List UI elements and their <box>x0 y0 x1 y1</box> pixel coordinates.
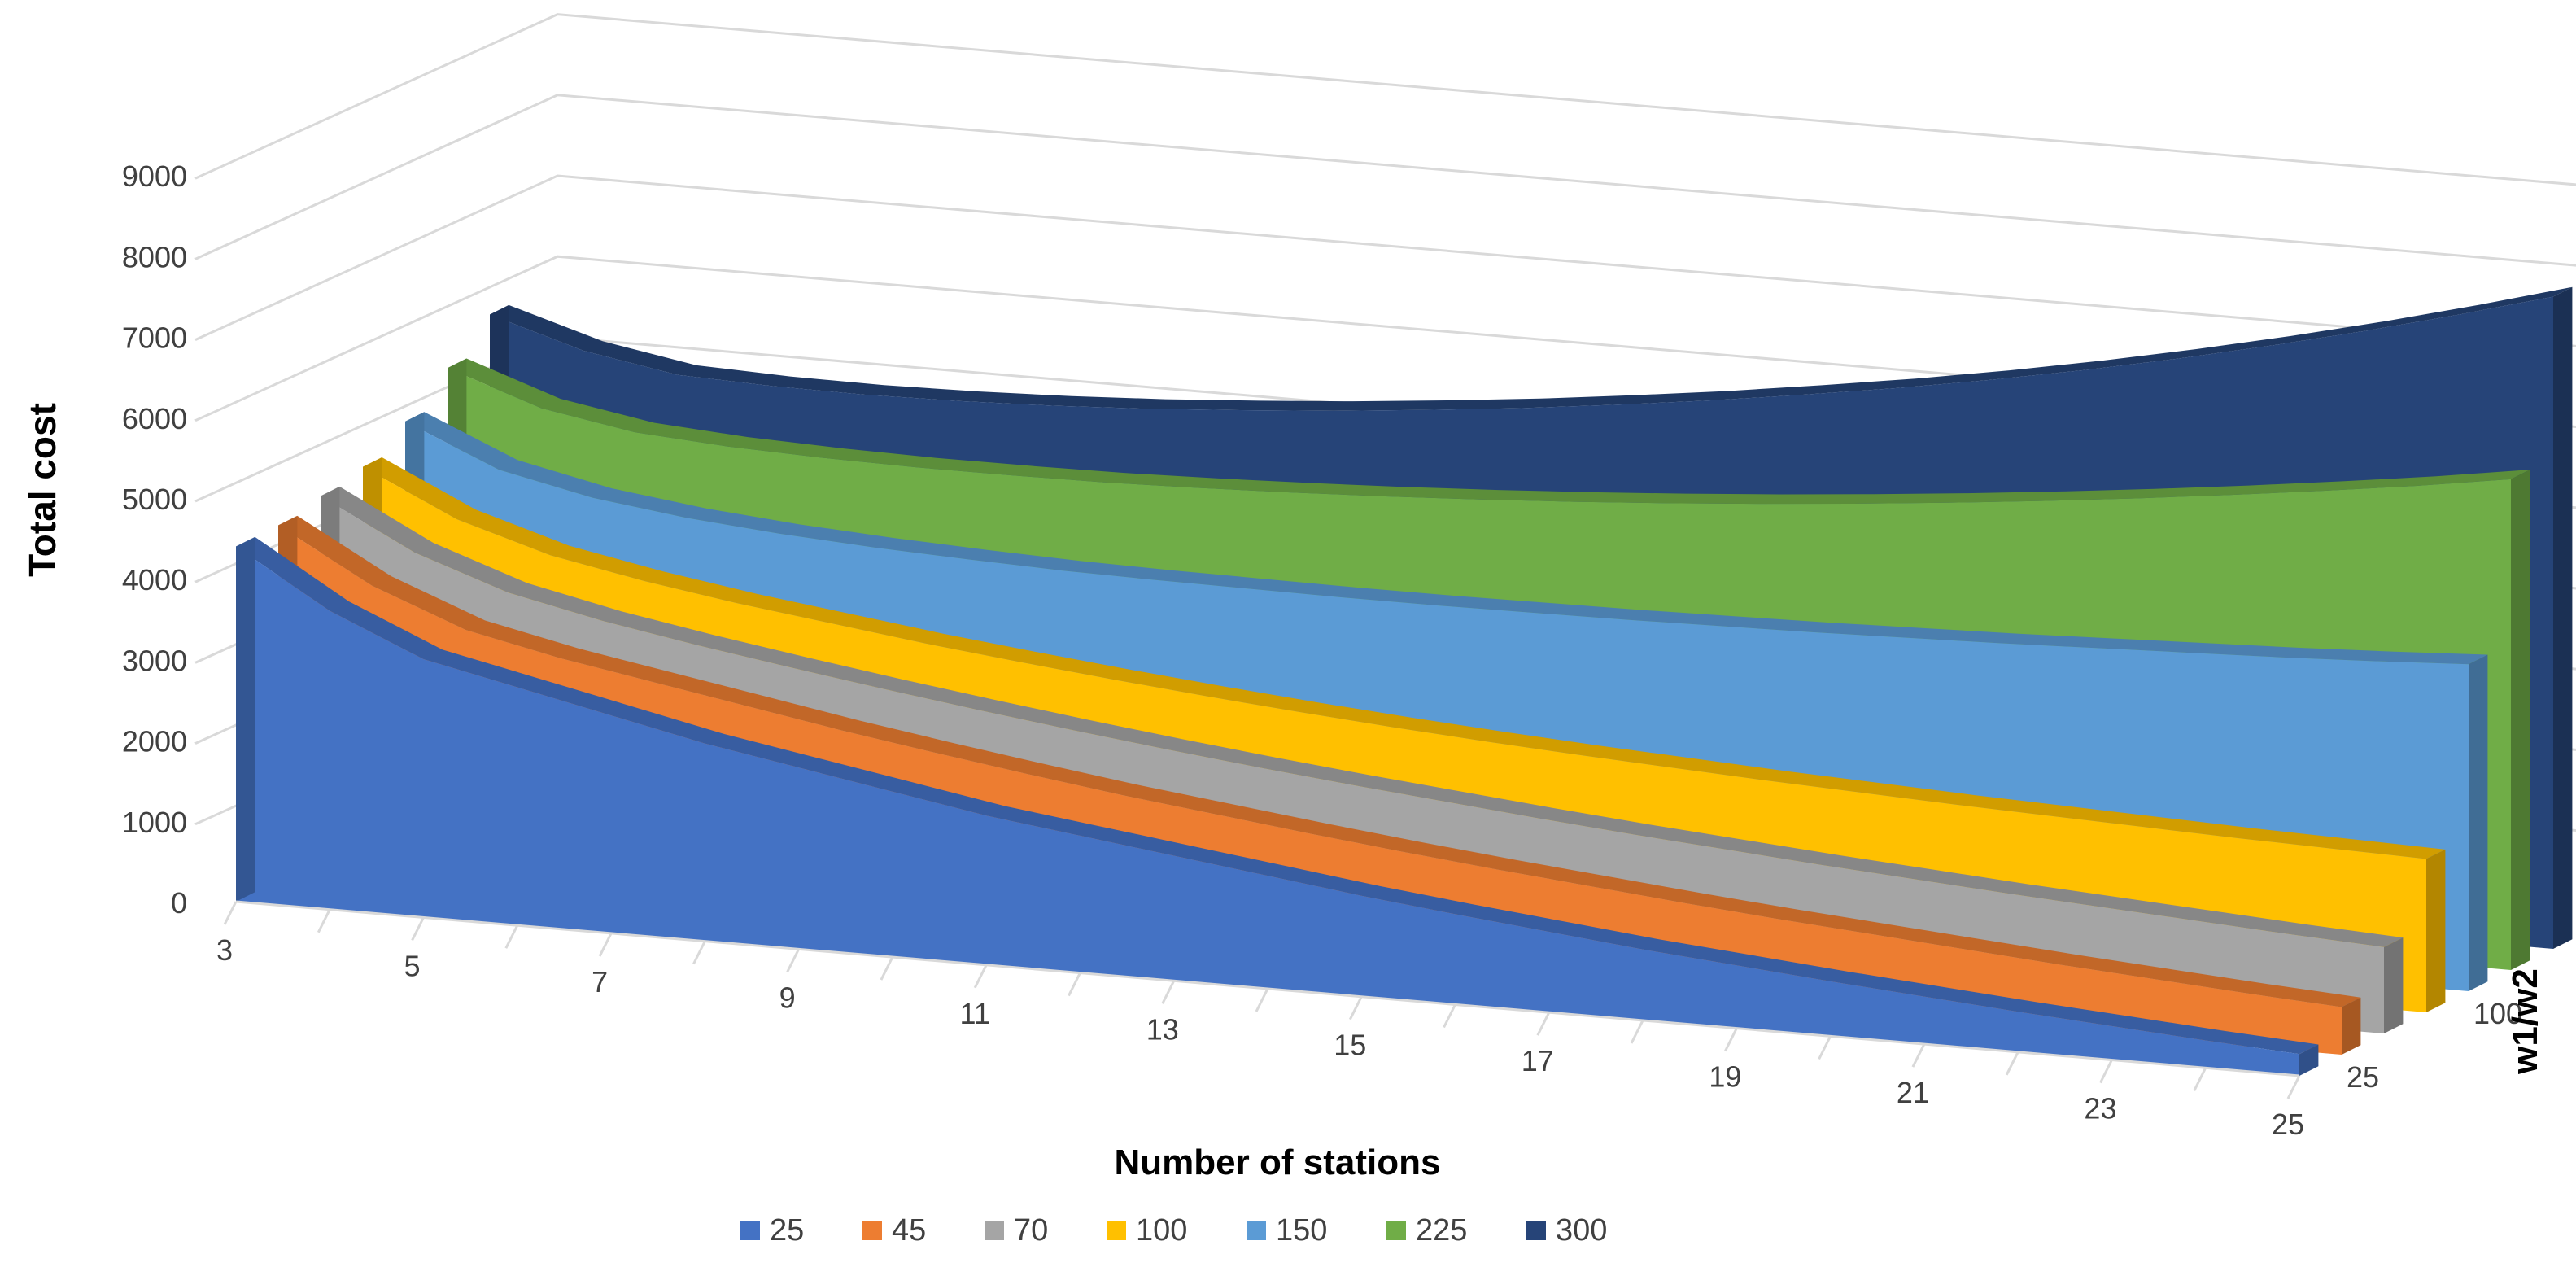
legend-swatch <box>1526 1221 1546 1240</box>
x-axis-title: Number of stations <box>1115 1143 1441 1182</box>
series-25 <box>236 536 2319 1076</box>
x-tick-mark <box>411 916 425 942</box>
x-tick-mark <box>973 964 988 989</box>
depth-tick-label: 25 <box>2347 1060 2379 1094</box>
x-tick-label: 17 <box>1522 1044 1554 1077</box>
depth-tick-label: 100 <box>2473 997 2522 1030</box>
x-tick-label: 9 <box>779 981 796 1014</box>
series-end-cap <box>2342 997 2361 1055</box>
x-tick-mark <box>223 901 238 925</box>
x-tick-label: 21 <box>1897 1076 1929 1109</box>
series-top-surface <box>448 358 2530 505</box>
legend: 25 45 70 100 150 225 300 <box>740 1213 1607 1248</box>
gridline <box>194 255 2576 429</box>
x-tick-mark <box>2193 1067 2207 1091</box>
legend-item: 100 <box>1107 1213 1187 1248</box>
y-tick-label: 6000 <box>122 402 187 435</box>
y-tick-label: 7000 <box>122 321 187 355</box>
gridline <box>194 94 2576 267</box>
x-tick-mark <box>1068 972 1081 997</box>
legend-item: 45 <box>862 1213 926 1248</box>
x-tick-mark <box>1724 1027 1738 1052</box>
x-tick-mark <box>504 924 519 949</box>
legend-label: 300 <box>1556 1213 1607 1248</box>
legend-swatch <box>1107 1221 1126 1240</box>
legend-swatch <box>740 1221 760 1240</box>
y-tick-label: 8000 <box>122 240 187 273</box>
x-tick-label: 7 <box>592 965 608 999</box>
x-tick-label: 25 <box>2272 1108 2304 1141</box>
x-tick-label: 5 <box>404 949 421 982</box>
y-tick-label: 0 <box>171 886 187 920</box>
legend-label: 100 <box>1136 1213 1187 1248</box>
series-end-cap <box>2511 470 2530 970</box>
legend-swatch <box>1386 1221 1406 1240</box>
series-end-cap <box>2384 937 2404 1033</box>
legend-label: 150 <box>1276 1213 1327 1248</box>
legend-label: 25 <box>770 1213 804 1248</box>
legend-label: 70 <box>1014 1213 1048 1248</box>
x-tick-mark <box>1818 1035 1832 1060</box>
series-end-cap <box>2299 1044 2319 1076</box>
series-end-cap <box>2426 849 2446 1012</box>
x-tick-mark <box>317 909 331 933</box>
legend-item: 25 <box>740 1213 804 1248</box>
legend-swatch <box>1247 1221 1266 1240</box>
legend-swatch <box>862 1221 882 1240</box>
depth-axis-title: w1/w2 <box>2505 968 2545 1075</box>
x-tick-label: 3 <box>216 933 233 967</box>
x-tick-mark <box>2286 1075 2301 1099</box>
y-tick-label: 4000 <box>122 563 187 596</box>
x-tick-label: 19 <box>1709 1060 1741 1094</box>
y-tick-label: 5000 <box>122 483 187 516</box>
legend-label: 225 <box>1416 1213 1467 1248</box>
legend-item: 225 <box>1386 1213 1467 1248</box>
legend-swatch <box>985 1221 1004 1240</box>
x-tick-mark <box>2005 1051 2019 1076</box>
x-tick-mark <box>880 956 894 981</box>
series-top-surface <box>405 412 2488 665</box>
x-tick-mark <box>786 948 800 973</box>
y-axis-title: Total cost <box>21 403 63 577</box>
x-tick-label: 15 <box>1334 1029 1366 1062</box>
x-tick-label: 11 <box>959 997 989 1030</box>
y-tick-label: 2000 <box>122 725 187 758</box>
legend-item: 70 <box>985 1213 1048 1248</box>
x-tick-label: 13 <box>1146 1012 1179 1046</box>
series-front-face <box>236 546 2299 1076</box>
legend-label: 45 <box>892 1213 926 1248</box>
x-tick-mark <box>1255 988 1269 1012</box>
series-end-cap <box>2553 286 2573 949</box>
x-tick-mark <box>2099 1059 2113 1084</box>
x-axis-ticks: 3 5 7 9 11 13 15 17 19 21 23 25 <box>216 900 2304 1141</box>
gridline <box>194 13 2576 186</box>
x-tick-label: 23 <box>2084 1092 2116 1125</box>
x-tick-mark <box>598 933 613 957</box>
y-tick-label: 9000 <box>122 160 187 193</box>
x-tick-mark <box>1630 1020 1644 1044</box>
x-tick-mark <box>1911 1043 1926 1068</box>
x-tick-mark <box>692 940 706 965</box>
x-tick-mark <box>1161 980 1176 1004</box>
y-tick-label: 1000 <box>122 806 187 839</box>
legend-item: 300 <box>1526 1213 1607 1248</box>
legend-item: 150 <box>1247 1213 1327 1248</box>
x-tick-mark <box>1536 1012 1551 1036</box>
y-tick-label: 3000 <box>122 644 187 677</box>
series-end-cap <box>2469 654 2488 991</box>
series-start-cap <box>236 536 255 902</box>
y-axis-ticks: 0 1000 2000 3000 4000 5000 6000 7000 8000 9000 <box>122 160 187 920</box>
depth-axis-ticks: 25100300 <box>2347 997 2522 1094</box>
x-tick-mark <box>1348 996 1363 1020</box>
gridline <box>194 174 2576 347</box>
series-areas <box>236 286 2573 1076</box>
x-tick-mark <box>1443 1003 1456 1029</box>
